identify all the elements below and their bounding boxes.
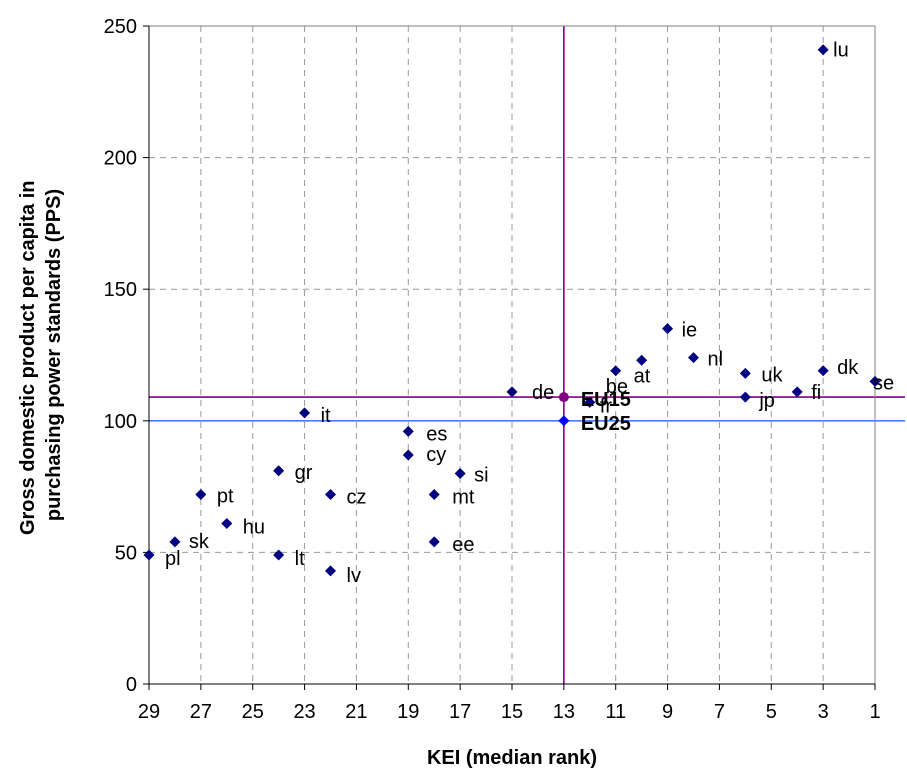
- y-tick-label: 100: [104, 411, 137, 433]
- point-label-it: it: [321, 405, 331, 427]
- point-label-gr: gr: [295, 462, 313, 484]
- data-point-sk: [169, 536, 181, 548]
- x-tick-label: 7: [714, 701, 725, 723]
- data-point-es: [402, 425, 414, 437]
- point-label-cz: cz: [347, 486, 367, 508]
- x-tick-label: 11: [605, 701, 626, 723]
- data-point-at: [636, 354, 648, 366]
- point-label-uk: uk: [761, 364, 783, 386]
- point-label-jp: jp: [758, 390, 775, 412]
- reference-label-eu15: EU15: [581, 389, 631, 411]
- data-point-uk: [739, 367, 751, 379]
- data-point-dk: [817, 365, 829, 377]
- point-label-fr: fr: [600, 395, 613, 417]
- data-point-fr: [584, 396, 596, 408]
- gridlines: [149, 26, 875, 684]
- data-point-lu: [817, 44, 829, 56]
- x-tick-label: 23: [293, 701, 315, 723]
- point-label-es: es: [426, 423, 447, 445]
- y-axis-title: Gross domestic product per capita in pur…: [17, 175, 65, 535]
- x-tick-label: 19: [397, 701, 419, 723]
- point-label-lv: lv: [347, 565, 361, 587]
- y-tick-label: 50: [115, 542, 137, 564]
- x-tick-label: 15: [501, 701, 523, 723]
- point-label-lt: lt: [295, 548, 305, 570]
- data-point-cz: [325, 488, 336, 500]
- x-tick-label: 1: [869, 701, 880, 723]
- point-label-hu: hu: [243, 516, 265, 538]
- data-point-pt: [195, 488, 207, 500]
- point-label-fi: fi: [811, 382, 821, 404]
- data-point-si: [454, 467, 466, 479]
- x-tick-label: 21: [345, 701, 367, 723]
- x-tick-label: 3: [818, 701, 829, 723]
- data-point-lt: [273, 549, 285, 561]
- point-label-de: de: [532, 382, 554, 404]
- data-point-mt: [428, 488, 440, 500]
- data-point-gr: [273, 465, 285, 477]
- data-point-cy: [402, 449, 414, 461]
- data-point-hu: [221, 517, 233, 529]
- x-tick-label: 29: [138, 701, 160, 723]
- data-point-nl: [688, 352, 699, 364]
- reference-point-eu25: [558, 415, 570, 427]
- point-label-dk: dk: [837, 357, 859, 379]
- point-label-nl: nl: [708, 349, 724, 371]
- point-label-pl: pl: [165, 548, 181, 570]
- x-tick-label: 25: [242, 701, 264, 723]
- reference-label-eu25: EU25: [581, 413, 631, 435]
- x-tick-label: 17: [449, 701, 471, 723]
- y-axis-title-line-2: purchasing power standards (PPS): [43, 189, 65, 521]
- x-tick-label: 5: [766, 701, 777, 723]
- reference-point-eu15: [558, 392, 569, 403]
- point-label-be: be: [606, 376, 628, 398]
- point-label-lu: lu: [833, 40, 849, 62]
- data-point-fi: [791, 386, 803, 398]
- point-label-at: at: [634, 365, 651, 387]
- data-point-de: [506, 386, 518, 398]
- x-tick-label: 9: [662, 701, 673, 723]
- data-point-lv: [325, 565, 336, 577]
- point-label-sk: sk: [189, 531, 210, 553]
- point-label-cy: cy: [426, 444, 446, 466]
- point-label-mt: mt: [452, 486, 475, 508]
- point-label-ee: ee: [452, 534, 474, 556]
- y-tick-label: 150: [104, 279, 137, 301]
- data-point-it: [299, 407, 311, 419]
- data-point-be: [610, 365, 622, 377]
- plot-area-frame: [148, 25, 876, 685]
- reference-lines: [149, 26, 905, 684]
- x-axis-title: KEI (median rank): [427, 747, 597, 769]
- data-point-se: [869, 375, 881, 387]
- point-label-ie: ie: [682, 320, 698, 342]
- data-point-ie: [662, 323, 674, 335]
- point-label-pt: pt: [217, 485, 234, 507]
- data-point-ee: [428, 536, 440, 548]
- y-tick-label: 250: [104, 16, 137, 38]
- point-label-se: se: [873, 372, 894, 394]
- data-point-jp: [739, 391, 751, 403]
- y-axis-title-line-1: Gross domestic product per capita in: [17, 181, 39, 536]
- y-tick-label: 200: [104, 148, 137, 170]
- axes: 29 27 25 23 21 19 17 15 13 11 9 7 5 3 1 0 50 100 150 200 250: [104, 16, 881, 723]
- point-label-si: si: [474, 464, 488, 486]
- x-tick-label: 13: [553, 701, 575, 723]
- y-tick-label: 0: [126, 674, 137, 696]
- x-tick-label: 27: [190, 701, 212, 723]
- data-point-pl: [143, 549, 155, 561]
